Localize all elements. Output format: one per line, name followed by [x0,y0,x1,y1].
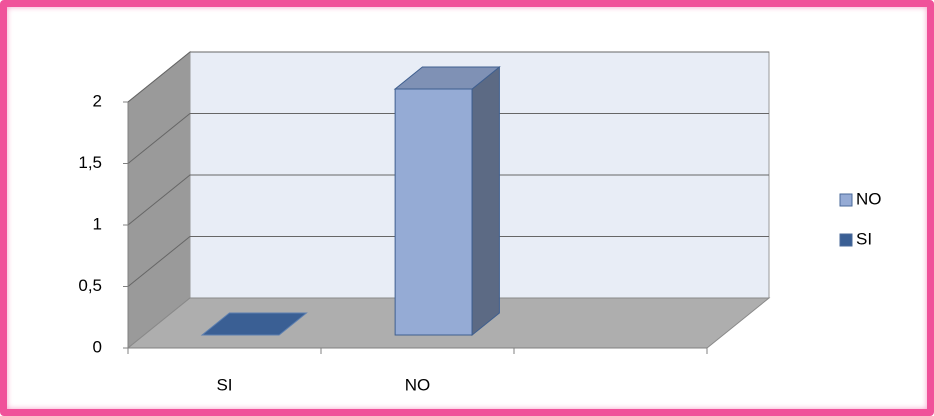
grid-line [127,51,769,103]
y-tick-label: 1 [93,214,102,233]
legend-label: SI [856,229,872,248]
bar-top [393,66,501,90]
x-tick-label: NO [405,375,431,394]
y-tick-label: 2 [93,91,102,110]
grid-line [127,113,769,164]
y-tick-label: 0 [93,337,102,356]
x-tick-label: SI [216,375,232,394]
grid-line [127,174,769,226]
legend-label: NO [856,189,882,208]
legend-swatch [839,233,853,247]
y-tick-label: 1,5 [78,153,102,172]
bar-side [471,65,500,337]
y-tick-label: 0,5 [78,276,102,295]
grid-line [127,236,769,287]
legend-swatch [839,193,853,207]
bar [200,312,308,336]
bar [394,88,473,336]
